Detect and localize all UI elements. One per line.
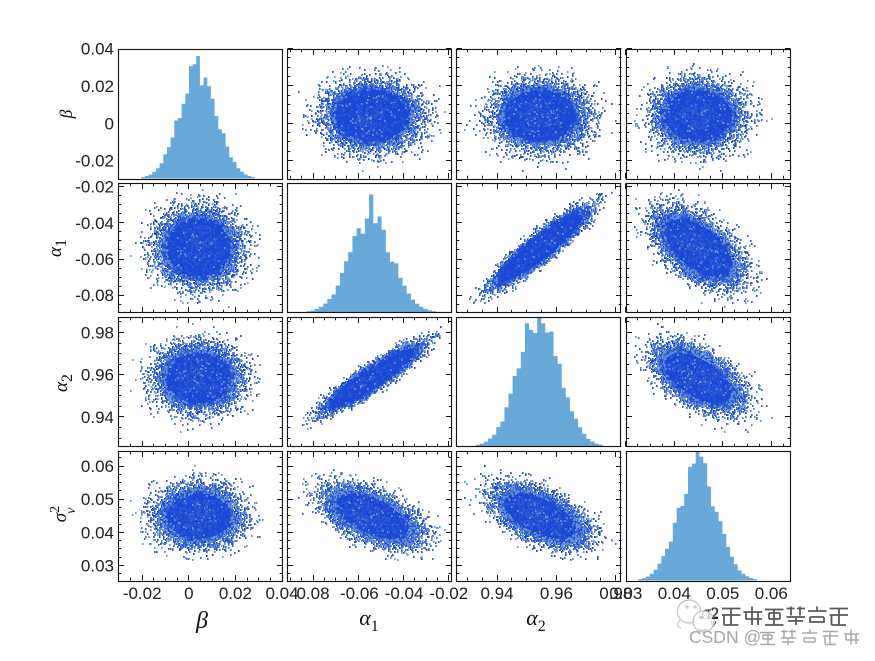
svg-text:0.04: 0.04 <box>81 523 114 542</box>
svg-text:0: 0 <box>105 114 114 133</box>
svg-text:-0.02: -0.02 <box>75 178 114 197</box>
svg-text:CSDN @: CSDN @ <box>690 628 762 648</box>
svg-text:0.03: 0.03 <box>81 557 114 576</box>
svg-text:0.96: 0.96 <box>540 584 573 603</box>
svg-text:0.94: 0.94 <box>480 584 513 603</box>
svg-text:β: β <box>195 608 208 634</box>
svg-text:β: β <box>56 109 76 119</box>
svg-text:0.96: 0.96 <box>81 366 114 385</box>
svg-text:0.02: 0.02 <box>219 584 252 603</box>
svg-text:0.04: 0.04 <box>81 40 114 59</box>
svg-text:0.98: 0.98 <box>599 584 632 603</box>
svg-text:0.05: 0.05 <box>706 584 739 603</box>
svg-text:-0.06: -0.06 <box>340 584 379 603</box>
svg-text:0.06: 0.06 <box>81 457 114 476</box>
svg-text:0.04: 0.04 <box>265 584 298 603</box>
svg-text:0.94: 0.94 <box>81 408 114 427</box>
svg-text:2: 2 <box>711 606 719 623</box>
svg-text:-0.02: -0.02 <box>75 152 114 171</box>
svg-text:0.06: 0.06 <box>755 584 788 603</box>
svg-text:-0.02: -0.02 <box>123 584 162 603</box>
svg-text:-0.04: -0.04 <box>75 214 114 233</box>
svg-text:-0.02: -0.02 <box>429 584 468 603</box>
svg-text:0.04: 0.04 <box>658 584 691 603</box>
svg-text:0.98: 0.98 <box>81 324 114 343</box>
svg-text:0: 0 <box>184 584 193 603</box>
svg-text:-0.04: -0.04 <box>385 584 424 603</box>
svg-text:CSDN @: CSDN @ <box>689 627 761 647</box>
svg-text:0.05: 0.05 <box>81 490 114 509</box>
svg-text:-0.06: -0.06 <box>75 250 114 269</box>
svg-text:0.02: 0.02 <box>81 77 114 96</box>
svg-text:0.03: 0.03 <box>609 584 642 603</box>
svg-text:0.08: 0.08 <box>296 584 329 603</box>
svg-text:-0.08: -0.08 <box>75 286 114 305</box>
